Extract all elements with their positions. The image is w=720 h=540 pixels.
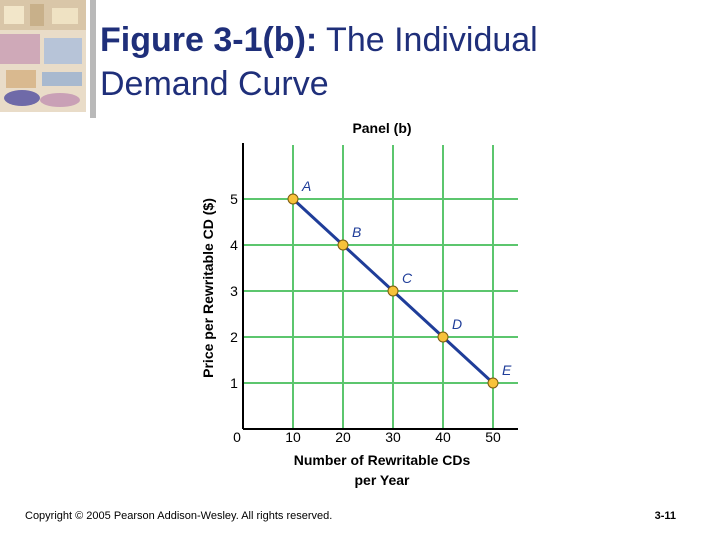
slide-title: Figure 3-1(b): The Individual Demand Cur… bbox=[100, 18, 700, 106]
y-tick-label: 4 bbox=[230, 237, 238, 253]
y-tick-label: 3 bbox=[230, 283, 238, 299]
title-line2: Demand Curve bbox=[100, 65, 329, 103]
point-label-e: E bbox=[502, 362, 512, 378]
title-line1-rest: The Individual bbox=[317, 21, 538, 59]
chart-svg: 10 20 30 40 50 1 2 3 4 5 A B C D E Panel (b) Price per… bbox=[200, 120, 518, 488]
data-point-a bbox=[287, 193, 299, 205]
data-point-e bbox=[487, 377, 499, 389]
point-label-a: A bbox=[301, 178, 311, 194]
point-label-c: C bbox=[402, 270, 413, 286]
data-point-b bbox=[337, 239, 349, 251]
title-divider-bar bbox=[90, 0, 96, 118]
y-tick-label: 5 bbox=[230, 191, 238, 207]
y-tick-label: 2 bbox=[230, 329, 238, 345]
title-figure-number: Figure 3-1(b): bbox=[100, 21, 318, 59]
chart-panel-title: Panel (b) bbox=[352, 120, 411, 136]
point-label-b: B bbox=[352, 224, 361, 240]
chart-y-axis-label: Price per Rewritable CD ($) bbox=[200, 198, 216, 378]
x-tick-label: 30 bbox=[385, 429, 401, 445]
x-tick-label: 20 bbox=[335, 429, 351, 445]
x-tick-label: 50 bbox=[485, 429, 501, 445]
point-label-d: D bbox=[452, 316, 462, 332]
x-tick-label: 40 bbox=[435, 429, 451, 445]
y-tick-label: 1 bbox=[230, 375, 238, 391]
data-point-c bbox=[387, 285, 399, 297]
x-tick-label: 10 bbox=[285, 429, 301, 445]
page-number: 3-11 bbox=[654, 510, 676, 522]
chart-origin-label: 0 bbox=[233, 429, 241, 445]
data-point-d bbox=[437, 331, 449, 343]
slide-logo-image bbox=[0, 0, 86, 112]
chart-x-axis-label-line1: Number of Rewritable CDs bbox=[294, 452, 471, 468]
demand-chart: 10 20 30 40 50 1 2 3 4 5 A B C D E Panel (b) Price per… bbox=[190, 112, 530, 497]
chart-x-axis-label-line2: per Year bbox=[354, 472, 410, 488]
copyright-text: Copyright © 2005 Pearson Addison-Wesley.… bbox=[25, 510, 333, 522]
